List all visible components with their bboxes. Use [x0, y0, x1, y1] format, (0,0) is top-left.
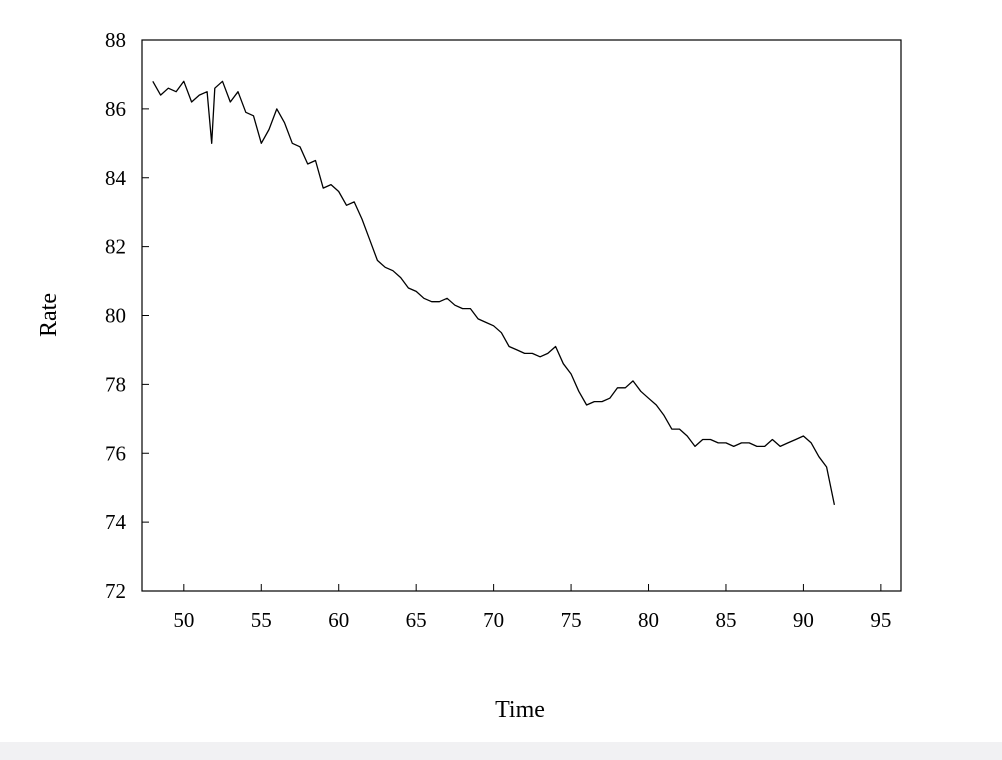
footer-strip: [0, 742, 1002, 760]
y-tick-label: 78: [105, 372, 126, 396]
x-tick-label: 75: [561, 608, 582, 632]
y-tick-label: 72: [105, 579, 126, 603]
y-axis-title: Rate: [36, 293, 62, 337]
y-tick-label: 84: [105, 166, 127, 190]
x-tick-label: 65: [406, 608, 427, 632]
x-tick-label: 85: [715, 608, 736, 632]
x-tick-label: 80: [638, 608, 659, 632]
line-chart: 50 55 60 65 70 75 80 85 90 95 727476788082848688 …: [36, 28, 902, 723]
y-tick-label: 88: [105, 28, 126, 52]
series-line: [152, 80, 836, 506]
x-axis-title: Time: [495, 697, 545, 723]
chart-area: 50 55 60 65 70 75 80 85 90 95 72 74 76 78 80 82 84 86 88 …: [36, 28, 902, 723]
y-tick-label: 74: [105, 510, 127, 534]
y-tick-label: 76: [105, 441, 126, 465]
y-tick-label: 80: [105, 304, 126, 328]
x-axis: 50 55 60 65 70 75 80 85 90 95: [173, 584, 891, 632]
x-tick-label: 95: [870, 608, 891, 632]
x-tick-label: 60: [328, 608, 349, 632]
x-tick-label: 90: [793, 608, 814, 632]
x-tick-label: 70: [483, 608, 504, 632]
series-layer: [152, 80, 836, 506]
x-tick-label: 55: [251, 608, 272, 632]
y-axis: 72 74 76 78 80 82 84 86 88: [105, 28, 149, 603]
y-tick-label: 82: [105, 235, 126, 259]
x-tick-label: 50: [173, 608, 194, 632]
y-tick-label: 86: [105, 97, 126, 121]
